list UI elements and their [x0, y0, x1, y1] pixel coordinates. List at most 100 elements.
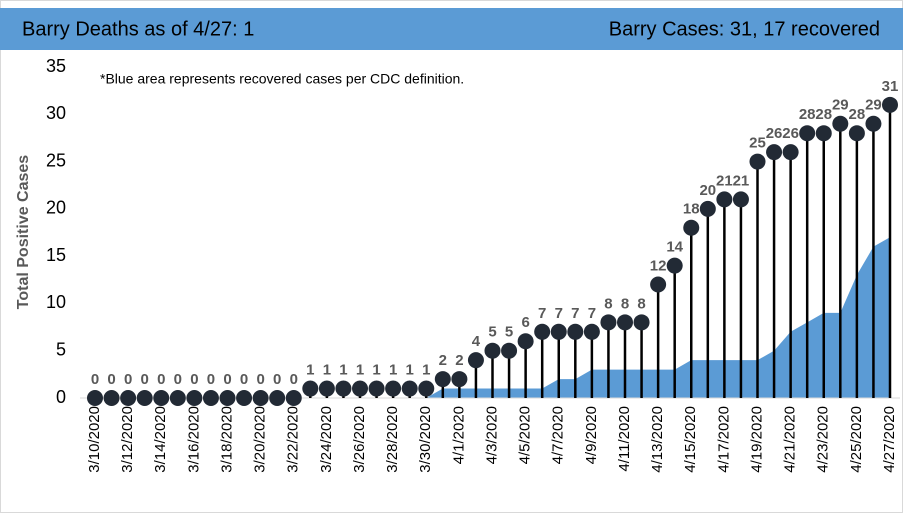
dot — [732, 191, 749, 208]
dot — [517, 333, 534, 350]
y-tick-label: 20 — [46, 198, 66, 218]
dot — [749, 153, 766, 170]
data-label: 1 — [339, 362, 347, 379]
dot — [252, 390, 269, 406]
data-label: 8 — [637, 295, 645, 312]
dot — [451, 371, 468, 388]
data-label: 1 — [323, 362, 331, 379]
x-tick-label: 3/20/2020 — [252, 406, 269, 473]
x-tick-label: 3/14/2020 — [152, 406, 169, 473]
data-label: 26 — [782, 125, 799, 142]
x-tick-label: 4/15/2020 — [682, 406, 699, 473]
dot — [418, 380, 435, 397]
x-tick-label: 3/26/2020 — [351, 406, 368, 473]
data-label: 8 — [604, 295, 612, 312]
dot — [583, 323, 600, 340]
dot — [202, 390, 219, 406]
dot — [633, 314, 650, 331]
recovered-area — [95, 237, 890, 398]
data-label: 0 — [91, 371, 99, 388]
data-label: 25 — [749, 135, 766, 152]
x-tick-label: 3/16/2020 — [185, 406, 202, 473]
dot — [550, 323, 567, 340]
dot — [617, 314, 633, 331]
data-label: 0 — [256, 371, 264, 388]
data-label: 26 — [766, 125, 783, 142]
dot — [882, 96, 898, 113]
dot — [501, 342, 518, 359]
y-tick-label: 10 — [46, 292, 66, 312]
dot — [534, 323, 551, 340]
dot — [219, 390, 236, 406]
dot — [186, 390, 203, 406]
x-tick-label: 4/25/2020 — [848, 406, 865, 473]
data-label: 28 — [849, 106, 866, 123]
x-tick-label: 4/11/2020 — [616, 406, 633, 472]
x-tick-label: 3/12/2020 — [119, 406, 136, 473]
data-label: 29 — [832, 97, 849, 114]
x-tick-label: 4/7/2020 — [550, 406, 567, 464]
dot — [484, 342, 501, 359]
data-label: 1 — [372, 362, 380, 379]
x-tick-label: 4/19/2020 — [748, 406, 765, 473]
dot — [103, 390, 120, 406]
dot — [848, 125, 865, 142]
x-tick-label: 4/9/2020 — [583, 406, 600, 464]
x-tick-label: 4/23/2020 — [815, 406, 832, 473]
dot — [401, 380, 418, 397]
x-tick-label: 3/30/2020 — [417, 406, 434, 473]
data-label: 7 — [588, 305, 596, 322]
x-tick-label: 4/3/2020 — [483, 406, 500, 464]
data-label: 2 — [455, 352, 463, 369]
dot — [683, 219, 700, 236]
data-label: 5 — [505, 324, 513, 341]
dot — [120, 390, 137, 406]
header-left: Barry Deaths as of 4/27: 1 — [22, 18, 254, 40]
x-tick-label: 3/22/2020 — [285, 406, 302, 473]
x-tick-label: 4/21/2020 — [782, 406, 799, 473]
data-label: 1 — [306, 362, 314, 379]
dot — [318, 380, 335, 397]
dot — [716, 191, 733, 208]
data-label: 1 — [406, 362, 414, 379]
data-label: 31 — [882, 78, 899, 95]
x-tick-label: 4/17/2020 — [715, 406, 732, 473]
dot — [335, 380, 352, 397]
y-tick-label: 0 — [56, 387, 66, 407]
dot — [666, 257, 683, 274]
data-label: 0 — [174, 371, 182, 388]
data-label: 0 — [107, 371, 115, 388]
data-label: 6 — [521, 314, 529, 331]
dot — [352, 380, 368, 397]
dot — [865, 115, 882, 132]
data-label: 7 — [555, 305, 563, 322]
y-tick-label: 35 — [46, 56, 66, 76]
dot — [236, 390, 253, 406]
x-tick-label: 4/27/2020 — [881, 406, 898, 473]
data-label: 2 — [439, 352, 447, 369]
data-label: 29 — [865, 97, 882, 114]
data-label: 8 — [621, 295, 629, 312]
dot — [815, 125, 832, 142]
dot — [269, 390, 286, 406]
dot — [699, 200, 716, 217]
dot — [782, 144, 799, 161]
data-label: 7 — [538, 305, 546, 322]
y-tick-label: 15 — [46, 245, 66, 265]
dot — [136, 390, 153, 406]
data-label: 1 — [422, 362, 430, 379]
data-label: 0 — [273, 371, 281, 388]
data-label: 0 — [290, 371, 298, 388]
dot — [285, 390, 302, 406]
header-bar — [0, 8, 903, 50]
x-tick-label: 4/5/2020 — [517, 406, 534, 464]
y-tick-label: 25 — [46, 150, 66, 170]
dot — [153, 390, 170, 406]
dot — [434, 371, 451, 388]
data-label: 0 — [190, 371, 198, 388]
dot — [467, 352, 484, 369]
data-label: 0 — [157, 371, 165, 388]
x-tick-label: 3/28/2020 — [384, 406, 401, 473]
